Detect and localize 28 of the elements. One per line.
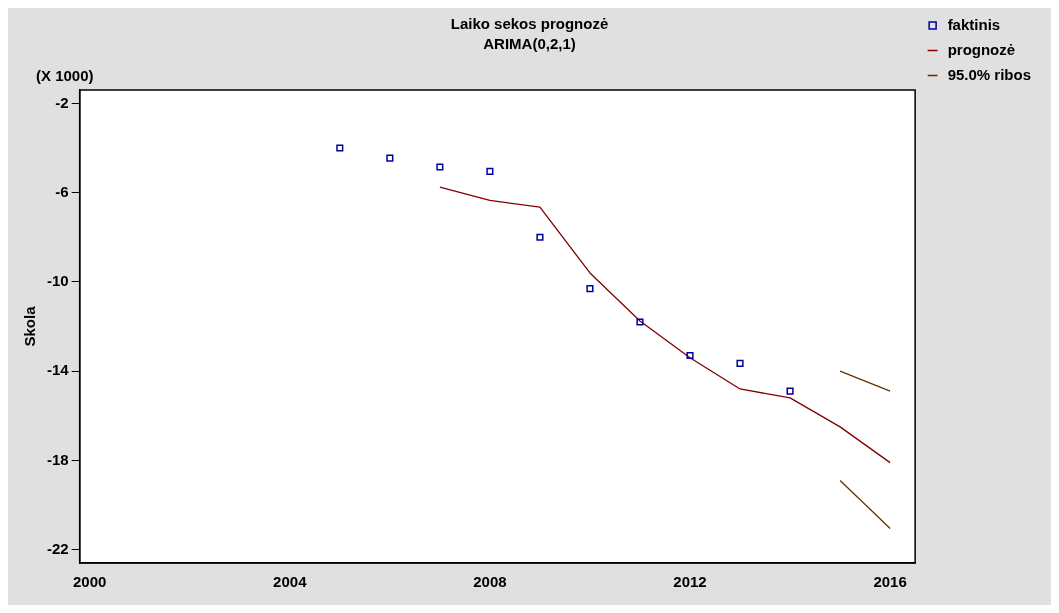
y-tick-label: -14 [46,361,70,379]
x-tick-label: 2004 [273,573,308,591]
legend-label: faktinis [947,15,1001,33]
x-tick-label: 2000 [73,573,107,591]
point [736,359,744,367]
point [486,167,494,176]
text: (X 1000) [36,66,94,84]
x-tick-label: 2012 [673,573,707,591]
point [686,351,694,360]
legend-label: 95.0% ribos [947,65,1031,83]
chart-subtitle: ARIMA(0,2,1) [483,35,576,53]
y-tick-label: -18 [46,450,69,468]
y-tick-label: -22 [46,539,69,557]
x-tick-label: 2008 [473,573,507,591]
chart-title: Laiko sekos prognozė [450,15,609,33]
legend-label: prognozė [947,40,1016,58]
x-tick-label: 2016 [873,573,907,591]
y-axis-title: Skola [21,305,39,347]
point [336,144,344,152]
point [386,154,394,162]
point [536,233,544,241]
y-tick-label: -10 [46,272,69,290]
y-tick-label: -2 [55,93,69,111]
point [436,163,444,171]
y-tick-label: -6 [55,182,69,200]
point [586,284,594,293]
point [636,318,644,326]
point [786,387,794,395]
